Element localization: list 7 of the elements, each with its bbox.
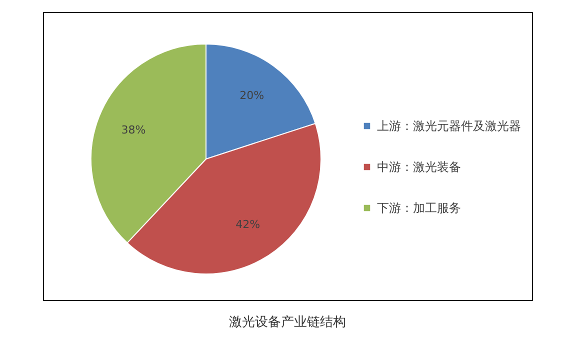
data-label: 20% <box>240 88 264 102</box>
data-label: 38% <box>121 123 146 136</box>
text: 激光设备产业链结构 <box>229 315 346 330</box>
data-label: 42% <box>236 218 260 231</box>
legend-label: 中游：激光装备 <box>377 160 461 174</box>
legend-label: 上游：激光元器件及激光器 <box>377 119 521 133</box>
legend-label: 下游：加工服务 <box>377 201 461 215</box>
